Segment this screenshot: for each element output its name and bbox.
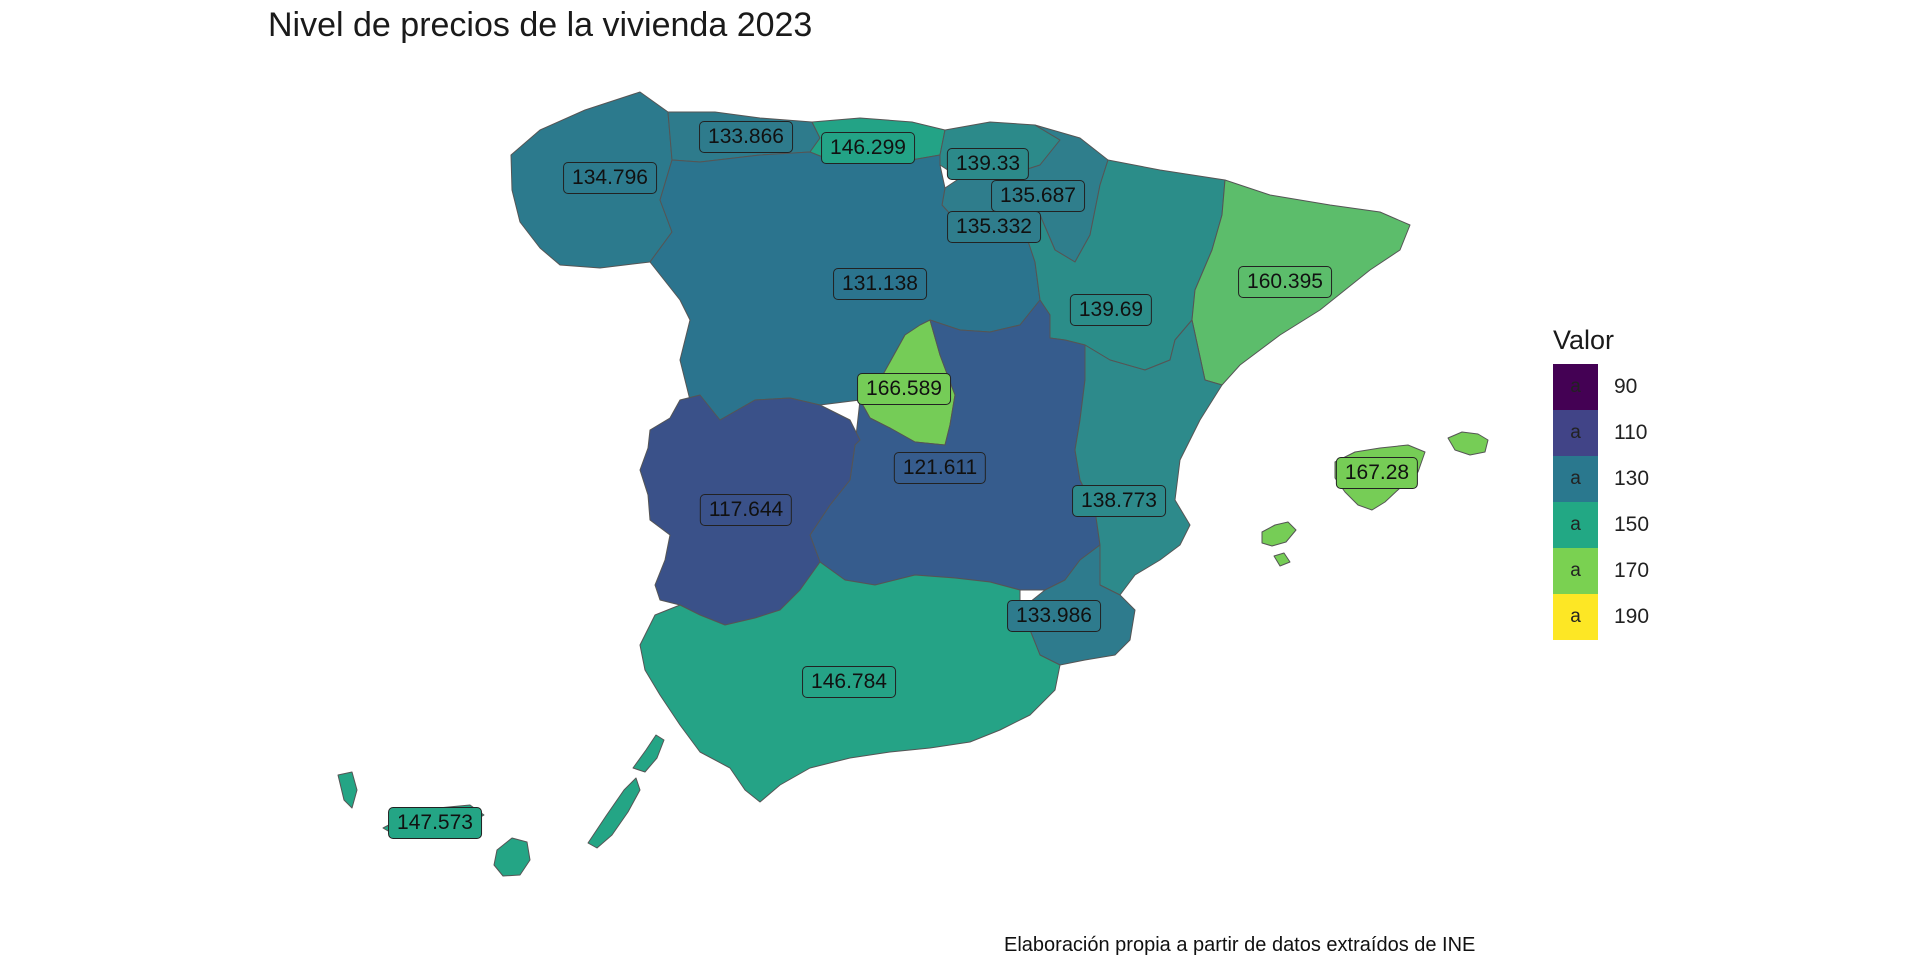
legend-item: a 150 <box>1553 502 1649 548</box>
region-baleares-ibiza[interactable] <box>1261 521 1297 547</box>
region-label-castilla-leon: 131.138 <box>833 268 927 300</box>
legend-value: 170 <box>1614 559 1650 582</box>
region-label-la-rioja: 135.332 <box>947 211 1041 243</box>
region-baleares-formentera[interactable] <box>1273 552 1291 567</box>
legend-value: 90 <box>1614 375 1638 398</box>
region-canarias-la-palma[interactable] <box>337 771 358 809</box>
region-canarias-gran-canaria[interactable] <box>493 837 531 877</box>
region-label-canarias: 147.573 <box>388 807 482 839</box>
legend-swatch: a <box>1553 410 1598 456</box>
legend-swatch: a <box>1553 594 1598 640</box>
region-canarias-fuerteventura[interactable] <box>587 777 641 849</box>
region-label-valencia: 138.773 <box>1072 485 1166 517</box>
region-valencia[interactable] <box>1074 319 1223 596</box>
source-caption: Elaboración propia a partir de datos ext… <box>1004 934 1476 956</box>
region-label-extremadura: 117.644 <box>699 494 793 526</box>
region-label-cantabria: 146.299 <box>821 132 915 164</box>
map-title: Nivel de precios de la vivienda 2023 <box>268 6 813 44</box>
legend-item: a 90 <box>1553 364 1649 410</box>
region-label-asturias: 133.866 <box>699 121 793 153</box>
legend-item: a 110 <box>1553 410 1649 456</box>
region-label-murcia: 133.986 <box>1007 600 1101 632</box>
region-label-navarra: 135.687 <box>991 180 1085 212</box>
legend-value: 110 <box>1614 421 1648 444</box>
legend-swatch: a <box>1553 364 1598 410</box>
region-label-baleares: 167.28 <box>1335 457 1419 489</box>
legend-value: 130 <box>1614 467 1650 490</box>
region-label-aragon: 139.69 <box>1069 294 1153 326</box>
region-label-madrid: 166.589 <box>857 373 951 405</box>
legend-swatch: a <box>1553 502 1598 548</box>
region-baleares-menorca[interactable] <box>1447 431 1489 456</box>
region-canarias-lanzarote[interactable] <box>632 734 665 773</box>
legend-swatch: a <box>1553 456 1598 502</box>
region-label-galicia: 134.796 <box>563 162 657 194</box>
legend-swatch: a <box>1553 548 1598 594</box>
region-label-pais-vasco: 139.33 <box>946 148 1030 180</box>
region-label-cataluna: 160.395 <box>1238 266 1332 298</box>
region-label-andalucia: 146.784 <box>802 666 896 698</box>
legend-item: a 130 <box>1553 456 1649 502</box>
color-legend: Valor a 90 a 110 a 130 a 150 a 170 a 190 <box>1553 325 1649 640</box>
legend-title: Valor <box>1553 325 1615 355</box>
legend-value: 150 <box>1614 513 1650 536</box>
region-label-castilla-la-mancha: 121.611 <box>893 452 987 484</box>
legend-value: 190 <box>1614 605 1650 628</box>
legend-item: a 190 <box>1553 594 1649 640</box>
legend-item: a 170 <box>1553 548 1649 594</box>
